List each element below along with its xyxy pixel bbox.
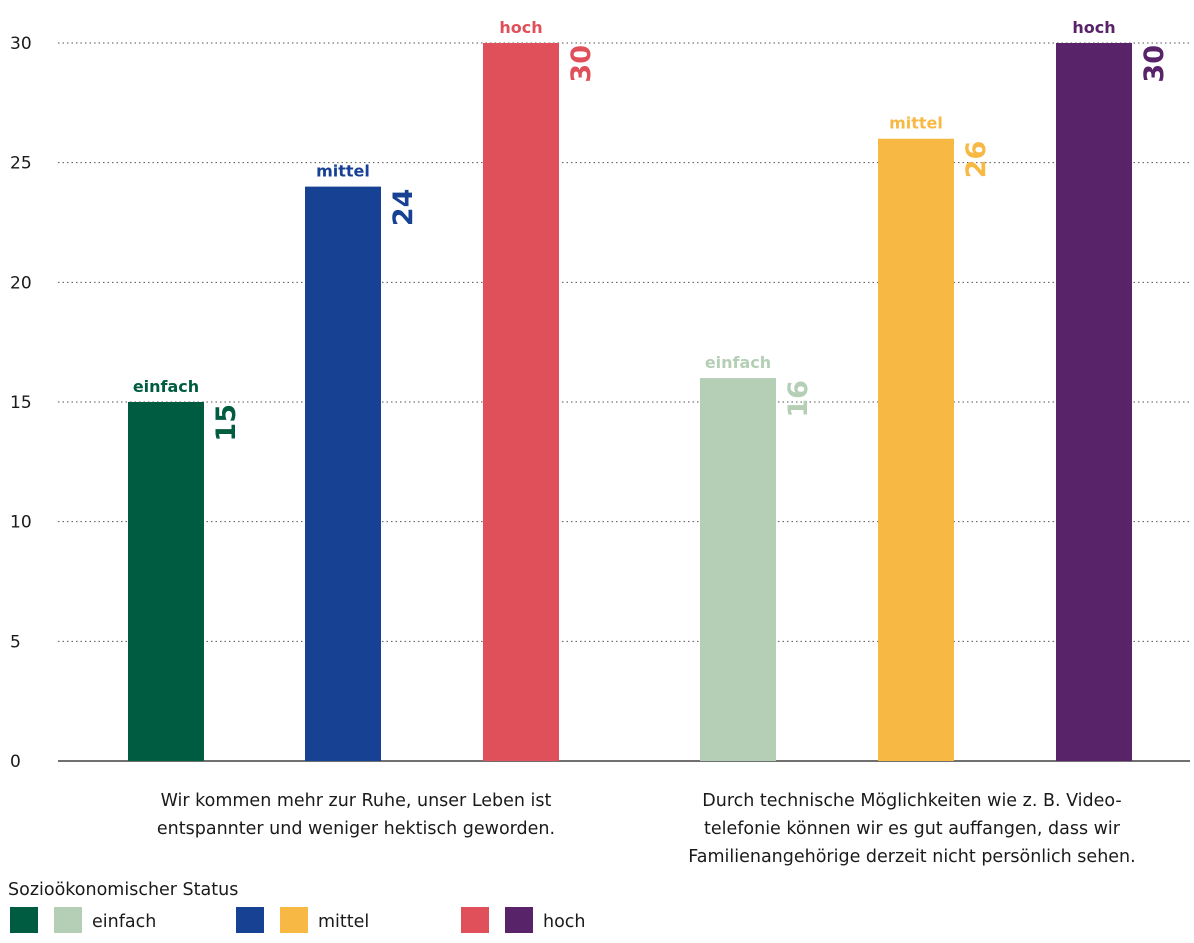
legend-swatch-einfach [10,907,38,933]
bar-hoch [483,43,559,761]
y-tick-label: 30 [10,34,32,54]
bars [128,43,1132,762]
legend-swatch-mittel [236,907,264,933]
y-tick-label: 25 [10,154,32,174]
y-tick-label: 0 [10,752,21,772]
bar-hoch [1056,43,1132,761]
legend-swatch-einfach [54,907,82,933]
bar-value-label: 30 [1139,45,1170,83]
bar-mittel [878,138,954,761]
category-label-line: telefonie können wir es gut auffangen, d… [704,819,1121,839]
y-axis: 0 5 10 15 20 25 30 [10,34,32,772]
category-labels: Wir kommen mehr zur Ruhe, unser Leben is… [157,791,1136,867]
bar-value-label: 15 [211,404,242,442]
bar-category-label: hoch [1072,18,1115,37]
legend: Sozioökonomischer Status einfach mittel ho… [8,880,586,933]
category-label-line: Durch technische Möglichkeiten wie z. B.… [702,791,1122,811]
bar-category-label: mittel [316,162,370,181]
y-tick-label: 20 [10,273,32,293]
legend-swatch-hoch [461,907,489,933]
y-tick-label: 15 [10,393,32,413]
legend-label-einfach: einfach [92,912,156,932]
y-tick-label: 5 [10,632,21,652]
category-label-line: Wir kommen mehr zur Ruhe, unser Leben is… [161,791,552,811]
legend-swatch-mittel [280,907,308,933]
bar-category-label: einfach [133,377,199,396]
bar-category-label: einfach [705,353,771,372]
bar-mittel [305,186,381,762]
bar-category-label: mittel [889,114,943,133]
gridlines [58,42,1190,762]
bar-labels: einfach 15 mittel 24 hoch 30 einfach 16 mittel 26… [133,18,1170,442]
bar-value-label: 24 [388,189,419,227]
legend-label-hoch: hoch [543,912,586,932]
legend-label-mittel: mittel [318,912,369,932]
bar-value-label: 26 [961,141,992,179]
y-tick-label: 10 [10,513,32,533]
bar-einfach [128,402,204,761]
legend-swatch-hoch [505,907,533,933]
category-label-line: Familienangehörige derzeit nicht persönl… [688,847,1135,867]
bar-einfach [700,378,776,761]
legend-title: Sozioökonomischer Status [8,880,238,900]
bar-value-label: 16 [783,380,814,418]
bar-value-label: 30 [566,45,597,83]
bar-category-label: hoch [499,18,542,37]
category-label-line: entspannter und weniger hektisch geworde… [157,819,555,839]
